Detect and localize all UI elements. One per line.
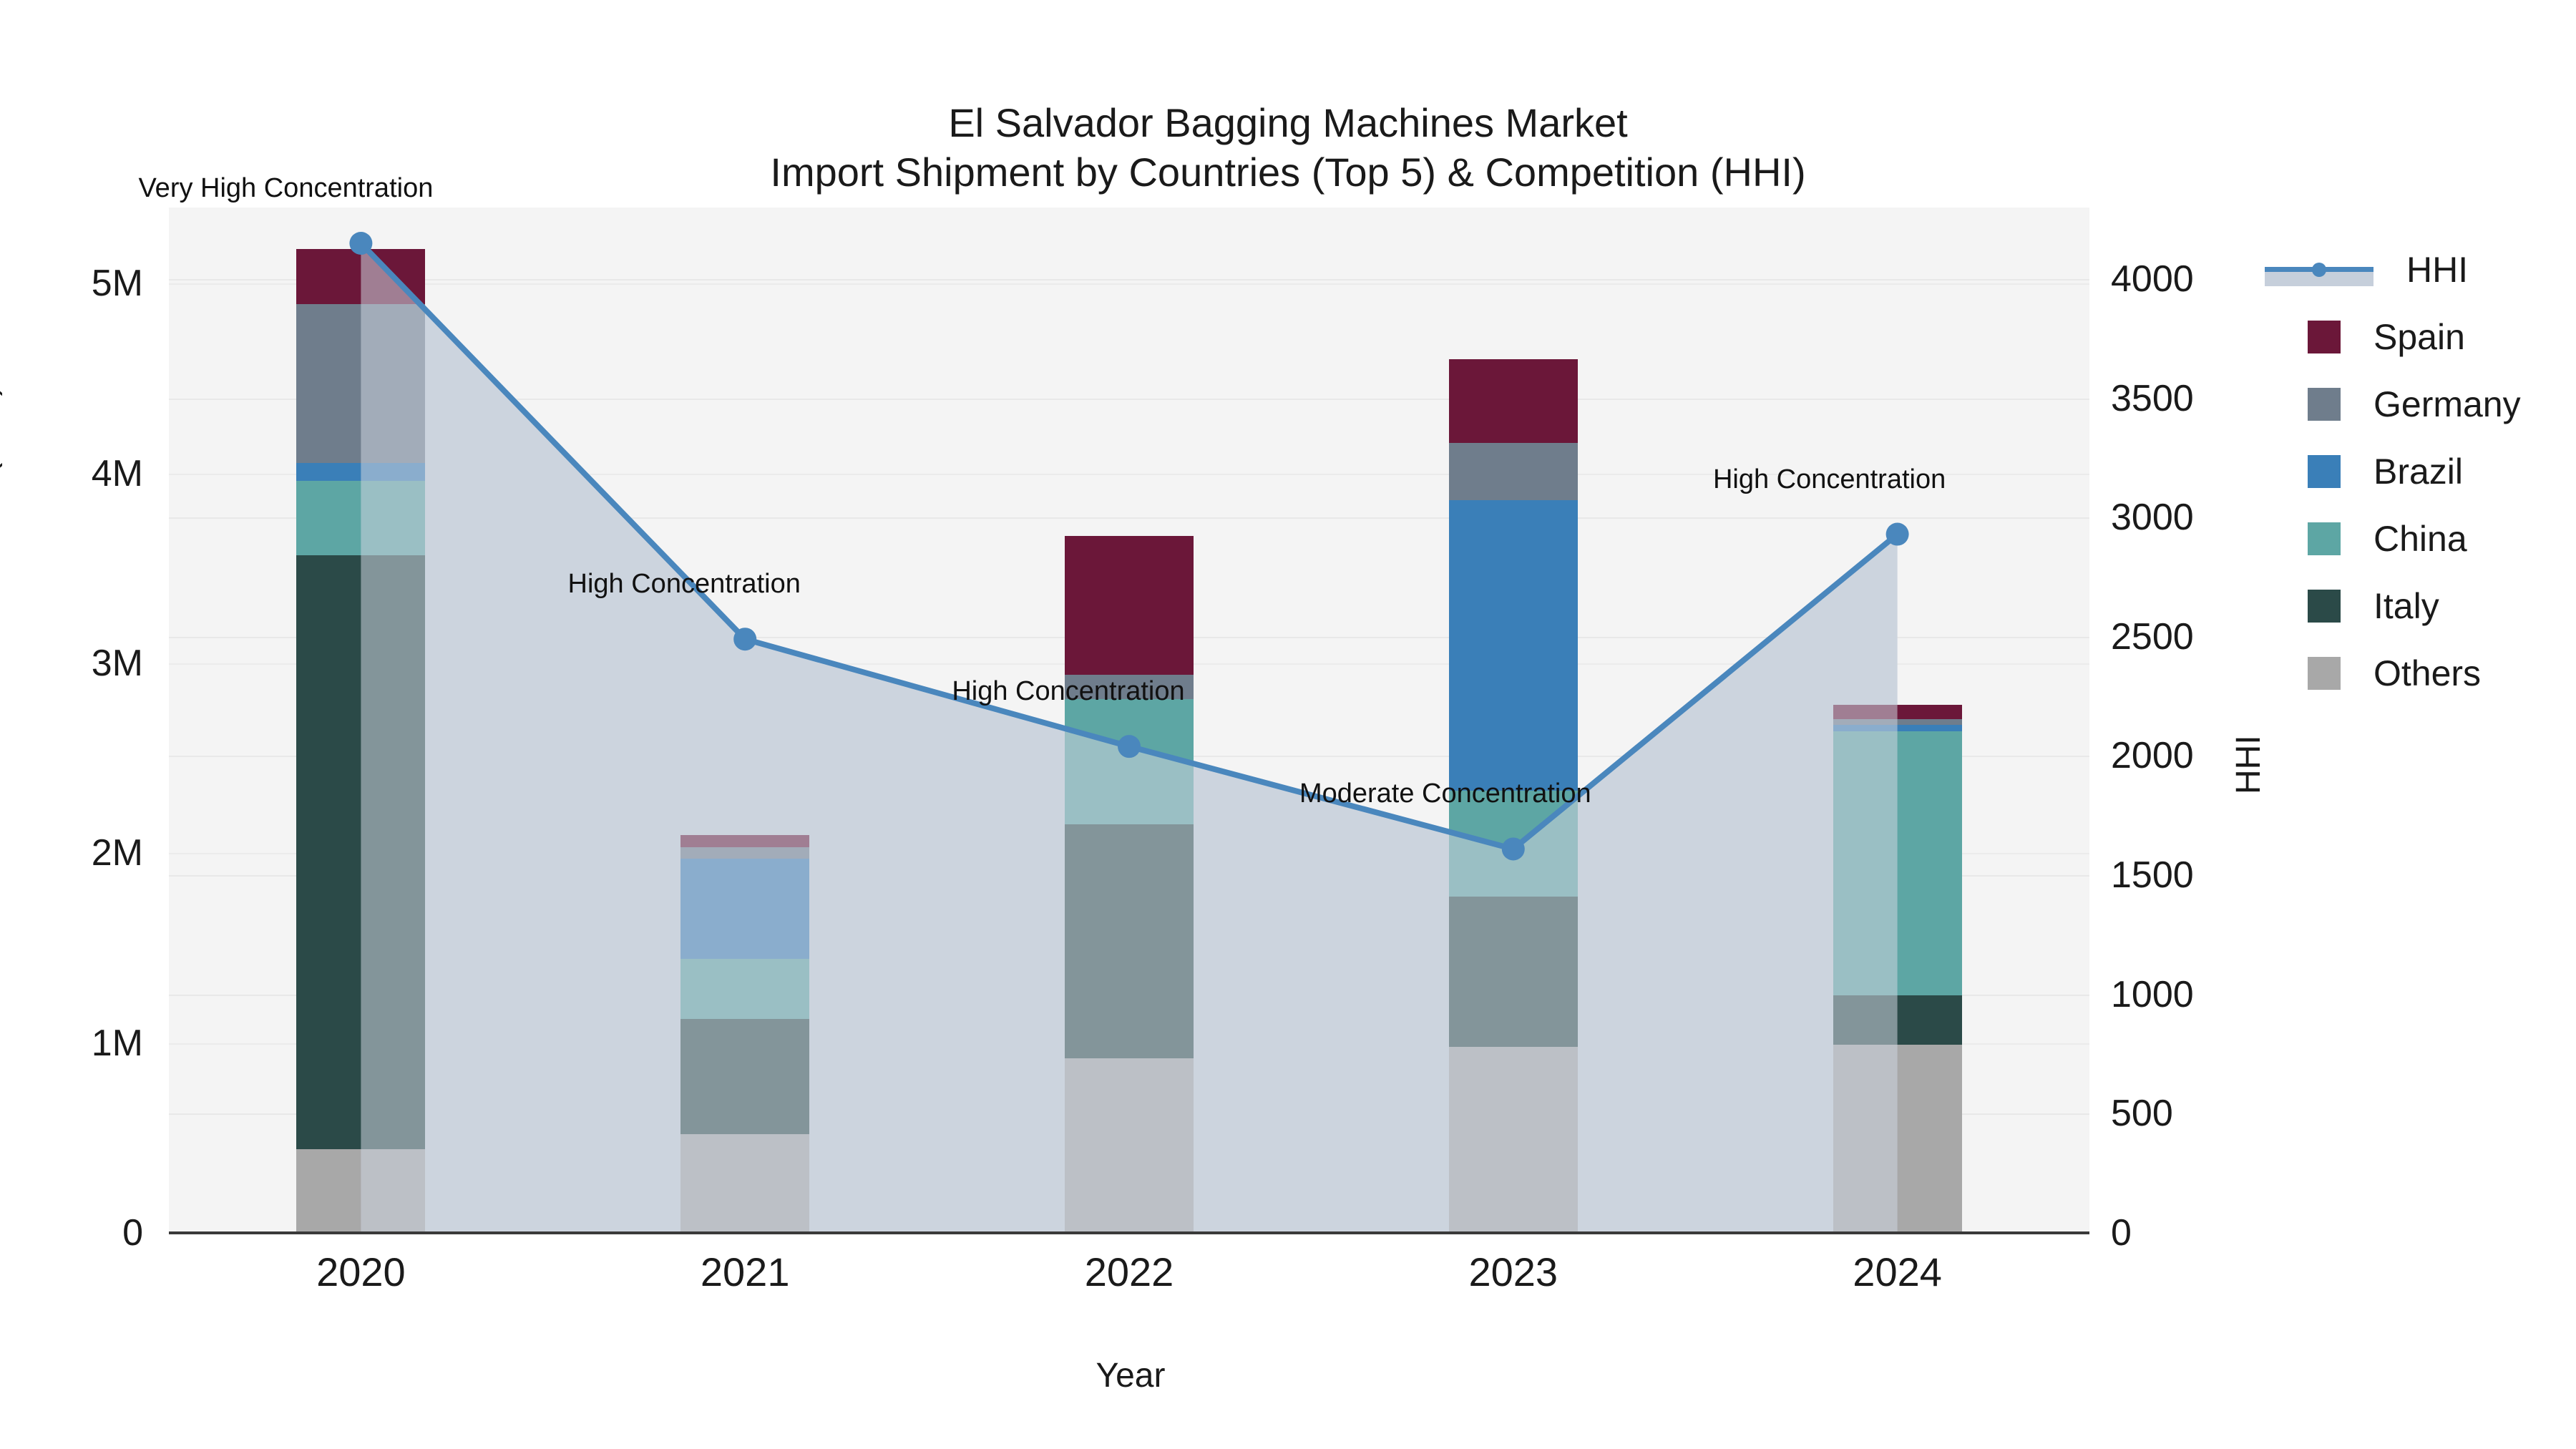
annotation-2021: High Concentration [567, 569, 801, 600]
legend-swatch-italy [2308, 590, 2341, 623]
legend-swatch-germany [2308, 388, 2341, 421]
y-axis-right-tick-label: 500 [2111, 1093, 2173, 1135]
x-axis-tick-label-2021: 2021 [700, 1249, 790, 1294]
hhi-area-key [2265, 270, 2373, 286]
legend-label-brazil: Brazil [2373, 452, 2464, 492]
y-axis-left-tick-label: 5M [91, 263, 143, 305]
legend-item-brazil[interactable]: Brazil [2265, 438, 2572, 505]
plot-area: Very High Concentration High Concentratio… [138, 173, 2089, 1234]
x-axis-tick-label-2020: 2020 [316, 1249, 406, 1294]
legend-item-italy[interactable]: Italy [2265, 572, 2572, 640]
y-axis-left-tick-label: 3M [91, 642, 143, 684]
hhi-marker-2024[interactable] [1885, 522, 1909, 546]
y-axis-left-tick-label: 4M [91, 452, 143, 494]
x-axis-tick-label-2022: 2022 [1084, 1249, 1174, 1294]
y-axis-left-tick-label: 1M [91, 1022, 143, 1064]
hhi-line-series [349, 231, 1909, 861]
legend-item-others[interactable]: Others [2265, 640, 2572, 707]
annotation-2020: Very High Concentration [138, 173, 434, 203]
legend-label-hhi: HHI [2406, 250, 2469, 290]
hhi-polyline [358, 241, 1900, 852]
y-axis-right-tick-label: 3000 [2111, 497, 2194, 539]
hhi-marker-key [2312, 263, 2326, 277]
legend-label-china: China [2373, 519, 2467, 559]
chart-title-line2: Import Shipment by Countries (Top 5) & C… [770, 149, 1806, 195]
y-axis-right-tick-label: 3500 [2111, 377, 2194, 419]
x-axis-line [169, 1231, 2089, 1234]
hhi-marker-2023[interactable] [1501, 837, 1525, 861]
hhi-line-key-icon [2265, 253, 2373, 286]
y-axis-right-tick-label: 4000 [2111, 258, 2194, 300]
x-axis-title: Year [1096, 1357, 1166, 1395]
legend-swatch-others [2308, 657, 2341, 690]
annotation-2022: High Concentration [952, 676, 1185, 707]
legend-item-hhi[interactable]: HHI [2265, 236, 2572, 303]
hhi-marker-2020[interactable] [349, 231, 373, 255]
hhi-marker-2022[interactable] [1118, 735, 1141, 758]
annotation-2024: High Concentration [1712, 464, 1946, 494]
y-axis-right-tick-label: 2000 [2111, 735, 2194, 777]
annotation-2023: Moderate Concentration [1299, 779, 1591, 809]
legend-label-italy: Italy [2373, 586, 2439, 626]
chart-title: El Salvador Bagging Machines Market Impo… [0, 50, 2576, 245]
x-axis-tick-label-2023: 2023 [1468, 1249, 1558, 1294]
y-axis-right-title: HHI [2230, 735, 2268, 794]
y-axis-right-tick-label: 0 [2111, 1212, 2132, 1254]
y-axis-left-tick-label: 0 [122, 1212, 143, 1254]
legend-swatch-brazil [2308, 455, 2341, 488]
legend-label-others: Others [2373, 653, 2482, 693]
hhi-marker-2021[interactable] [733, 628, 757, 651]
legend-label-germany: Germany [2373, 384, 2521, 424]
y-axis-right-tick-label: 1500 [2111, 854, 2194, 897]
y-axis-right-tick-label: 1000 [2111, 973, 2194, 1015]
legend-item-germany[interactable]: Germany [2265, 371, 2572, 438]
legend-swatch-china [2308, 522, 2341, 555]
legend-item-china[interactable]: China [2265, 505, 2572, 572]
y-axis-left-title: TRADE VALUE (US$) [0, 384, 3, 720]
x-axis-tick-label-2024: 2024 [1853, 1249, 1942, 1294]
legend-item-spain[interactable]: Spain [2265, 303, 2572, 371]
y-axis-right-tick-label: 2500 [2111, 615, 2194, 658]
y-axis-left-tick-label: 2M [91, 832, 143, 874]
chart-title-line1: El Salvador Bagging Machines Market [948, 100, 1628, 146]
legend-label-spain: Spain [2373, 317, 2465, 357]
legend-swatch-spain [2308, 321, 2341, 353]
chart-legend: HHI Spain Germany Brazil China Italy Others [2265, 236, 2572, 707]
